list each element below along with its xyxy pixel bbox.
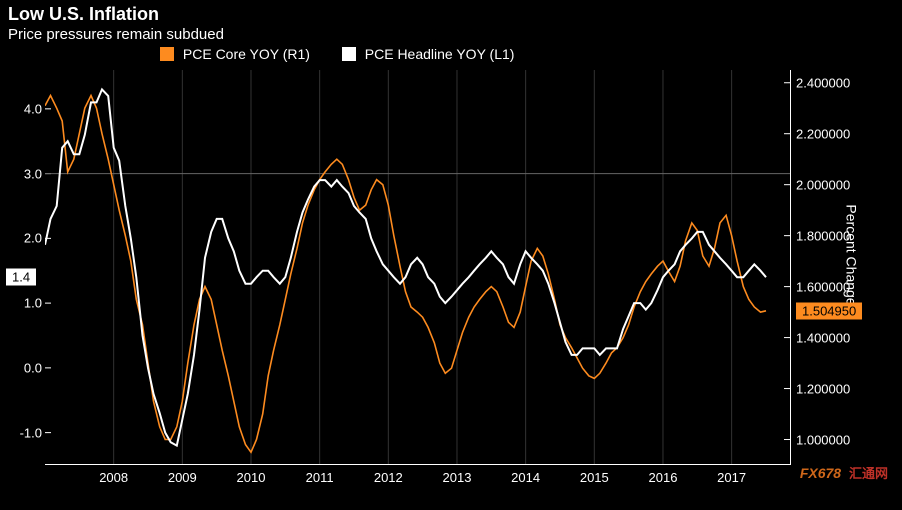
- x-tick-label: 2008: [99, 470, 128, 485]
- right-tick-label: 1.400000: [796, 330, 850, 345]
- right-tick-label: 1.800000: [796, 228, 850, 243]
- watermark-sub: 汇通网: [849, 466, 888, 481]
- chart-title: Low U.S. Inflation: [8, 4, 159, 25]
- left-tick-label: 2.0: [4, 231, 42, 246]
- legend-item-headline: PCE Headline YOY (L1): [342, 46, 515, 62]
- x-tick-label: 2012: [374, 470, 403, 485]
- x-tick-label: 2009: [168, 470, 197, 485]
- line-pce-headline: [45, 89, 766, 445]
- legend-swatch-headline: [342, 47, 356, 61]
- watermark: FX678 汇通网: [800, 463, 888, 482]
- left-tick-label: 4.0: [4, 101, 42, 116]
- legend: PCE Core YOY (R1) PCE Headline YOY (L1): [160, 46, 542, 62]
- right-tick-label: 2.200000: [796, 126, 850, 141]
- left-tick-label: 0.0: [4, 360, 42, 375]
- watermark-main: FX678: [800, 465, 841, 481]
- x-tick-label: 2013: [443, 470, 472, 485]
- left-tick-label: -1.0: [4, 425, 42, 440]
- x-tick-label: 2010: [237, 470, 266, 485]
- legend-item-core: PCE Core YOY (R1): [160, 46, 310, 62]
- x-tick-label: 2016: [649, 470, 678, 485]
- right-tick-label: 1.000000: [796, 432, 850, 447]
- right-tick-label: 2.400000: [796, 75, 850, 90]
- x-tick-label: 2017: [717, 470, 746, 485]
- legend-label-headline: PCE Headline YOY (L1): [365, 46, 515, 62]
- x-tick-label: 2015: [580, 470, 609, 485]
- legend-swatch-core: [160, 47, 174, 61]
- chart-subtitle: Price pressures remain subdued: [8, 26, 224, 43]
- line-pce-core: [45, 96, 766, 453]
- right-tick-label: 1.600000: [796, 279, 850, 294]
- left-tick-label: 1.0: [4, 296, 42, 311]
- left-tick-label: 3.0: [4, 166, 42, 181]
- chart-plot-area: [45, 70, 791, 465]
- left-axis-current-badge: 1.4: [6, 269, 36, 286]
- legend-label-core: PCE Core YOY (R1): [183, 46, 310, 62]
- right-tick-label: 2.000000: [796, 177, 850, 192]
- right-tick-label: 1.200000: [796, 381, 850, 396]
- x-tick-label: 2011: [306, 470, 334, 485]
- x-tick-label: 2014: [511, 470, 540, 485]
- right-axis-current-badge: 1.504950: [796, 302, 862, 319]
